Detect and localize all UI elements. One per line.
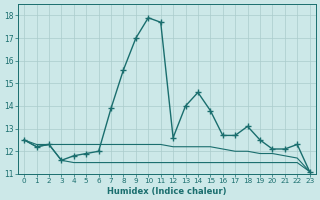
X-axis label: Humidex (Indice chaleur): Humidex (Indice chaleur) [107,187,227,196]
